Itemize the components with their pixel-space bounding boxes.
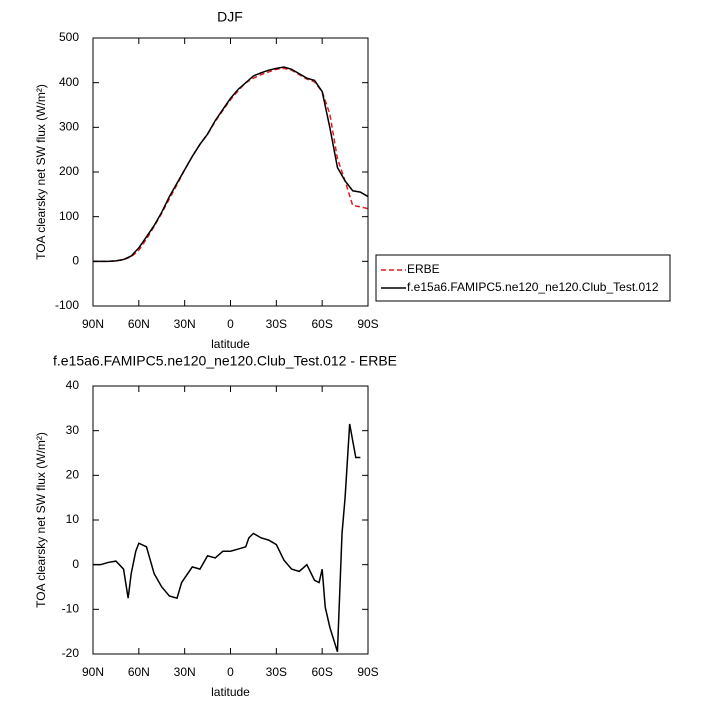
y-tick-label: -10 <box>62 602 80 616</box>
y-tick-label: -20 <box>62 646 80 660</box>
x-tick-label: 60N <box>128 665 150 679</box>
x-tick-label: 0 <box>227 317 234 331</box>
x-tick-label: 90N <box>82 665 104 679</box>
x-tick-label: 30S <box>266 665 287 679</box>
y-axis-label: TOA clearsky net SW flux (W/m²) <box>34 432 48 608</box>
y-axis-label: TOA clearsky net SW flux (W/m²) <box>34 84 48 260</box>
x-axis-label: latitude <box>211 685 250 699</box>
chart-title: f.e15a6.FAMIPC5.ne120_ne120.Club_Test.01… <box>53 353 397 369</box>
data-line <box>93 67 369 263</box>
x-tick-label: 30N <box>174 317 196 331</box>
x-tick-label: 90S <box>357 317 378 331</box>
y-tick-label: 0 <box>72 254 79 268</box>
y-tick-label: 20 <box>66 468 80 482</box>
legend-label: f.e15a6.FAMIPC5.ne120_ne120.Club_Test.01… <box>407 280 659 294</box>
plot-frame <box>92 37 369 307</box>
x-tick-label: 0 <box>227 665 234 679</box>
y-tick-label: 300 <box>59 120 79 134</box>
x-tick-label: 60N <box>128 317 150 331</box>
x-tick-label: 60S <box>311 317 332 331</box>
data-line <box>93 423 361 652</box>
x-tick-label: 90S <box>357 665 378 679</box>
y-tick-label: 400 <box>59 75 79 89</box>
x-tick-label: 60S <box>311 665 332 679</box>
y-tick-label: 40 <box>66 378 80 392</box>
legend-label: ERBE <box>407 262 440 276</box>
plot-frame <box>92 385 369 655</box>
x-axis-label: latitude <box>211 337 250 351</box>
chart-title: DJF <box>217 9 243 25</box>
legend-box <box>375 254 671 302</box>
x-tick-label: 30N <box>174 665 196 679</box>
y-tick-label: -100 <box>55 298 79 312</box>
y-tick-label: 10 <box>66 512 80 526</box>
x-tick-label: 90N <box>82 317 104 331</box>
y-tick-label: 30 <box>66 423 80 437</box>
y-tick-label: 500 <box>59 30 79 44</box>
y-tick-label: 0 <box>72 557 79 571</box>
y-tick-label: 100 <box>59 209 79 223</box>
data-line <box>93 66 369 263</box>
x-tick-label: 30S <box>266 317 287 331</box>
y-tick-label: 200 <box>59 164 79 178</box>
